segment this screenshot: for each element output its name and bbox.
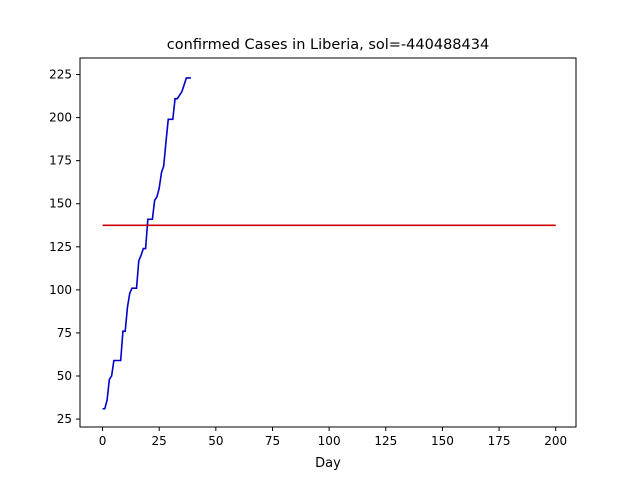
y-tick-label: 50 (57, 369, 72, 383)
y-tick-label: 175 (49, 154, 72, 168)
x-axis: 0 25 50 75 100 125 150 175 200 (99, 427, 567, 448)
x-axis-label: Day (315, 456, 341, 471)
series-layer (102, 77, 556, 410)
plot-frame (79, 57, 577, 428)
x-tick-label: 100 (318, 434, 341, 448)
x-tick-label: 0 (99, 434, 107, 448)
chart-title: confirmed Cases in Liberia, sol=-4404884… (167, 37, 489, 53)
x-tick-label: 125 (374, 434, 397, 448)
x-tick-label: 200 (544, 434, 567, 448)
x-tick-label: 175 (488, 434, 511, 448)
y-tick-label: 125 (49, 240, 72, 254)
x-tick-label: 75 (265, 434, 280, 448)
y-tick-label: 100 (49, 283, 72, 297)
x-tick-label: 25 (152, 434, 167, 448)
x-tick-label: 150 (431, 434, 454, 448)
y-tick-label: 25 (57, 412, 72, 426)
y-axis: 25 50 75 100 125 150 175 200 225 (49, 68, 80, 426)
y-tick-label: 225 (49, 68, 72, 82)
x-tick-label: 50 (208, 434, 223, 448)
series-line-1 (102, 77, 191, 410)
y-tick-label: 200 (49, 111, 72, 125)
y-tick-label: 150 (49, 197, 72, 211)
y-tick-label: 75 (57, 326, 72, 340)
